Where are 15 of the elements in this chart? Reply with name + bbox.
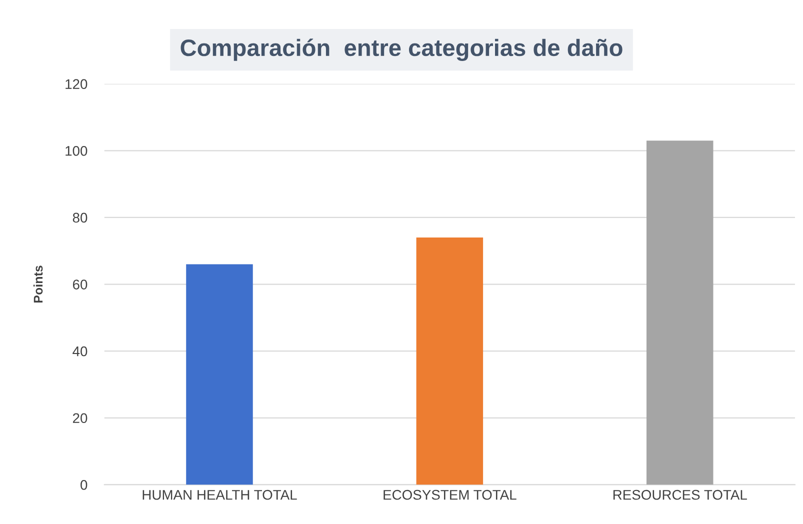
bar <box>646 140 714 485</box>
bar <box>416 238 484 485</box>
y-tick-label: 20 <box>72 413 88 424</box>
y-tick-label: 100 <box>66 146 88 156</box>
x-tick-label: HUMAN HEALTH TOTAL <box>142 490 297 500</box>
y-tick-label: 80 <box>72 212 88 223</box>
y-tick-label: 120 <box>66 79 88 90</box>
y-tick-label: 60 <box>72 280 88 290</box>
y-tick-label: 40 <box>72 346 88 356</box>
x-tick-label: RESOURCES TOTAL <box>613 490 747 500</box>
y-axis-title: Points <box>33 266 43 303</box>
chart-title: Comparación entre categorias de daño <box>180 38 622 61</box>
bar <box>186 264 253 485</box>
x-tick-label: ECOSYSTEM TOTAL <box>384 490 516 500</box>
y-tick-label: 0 <box>80 480 88 490</box>
